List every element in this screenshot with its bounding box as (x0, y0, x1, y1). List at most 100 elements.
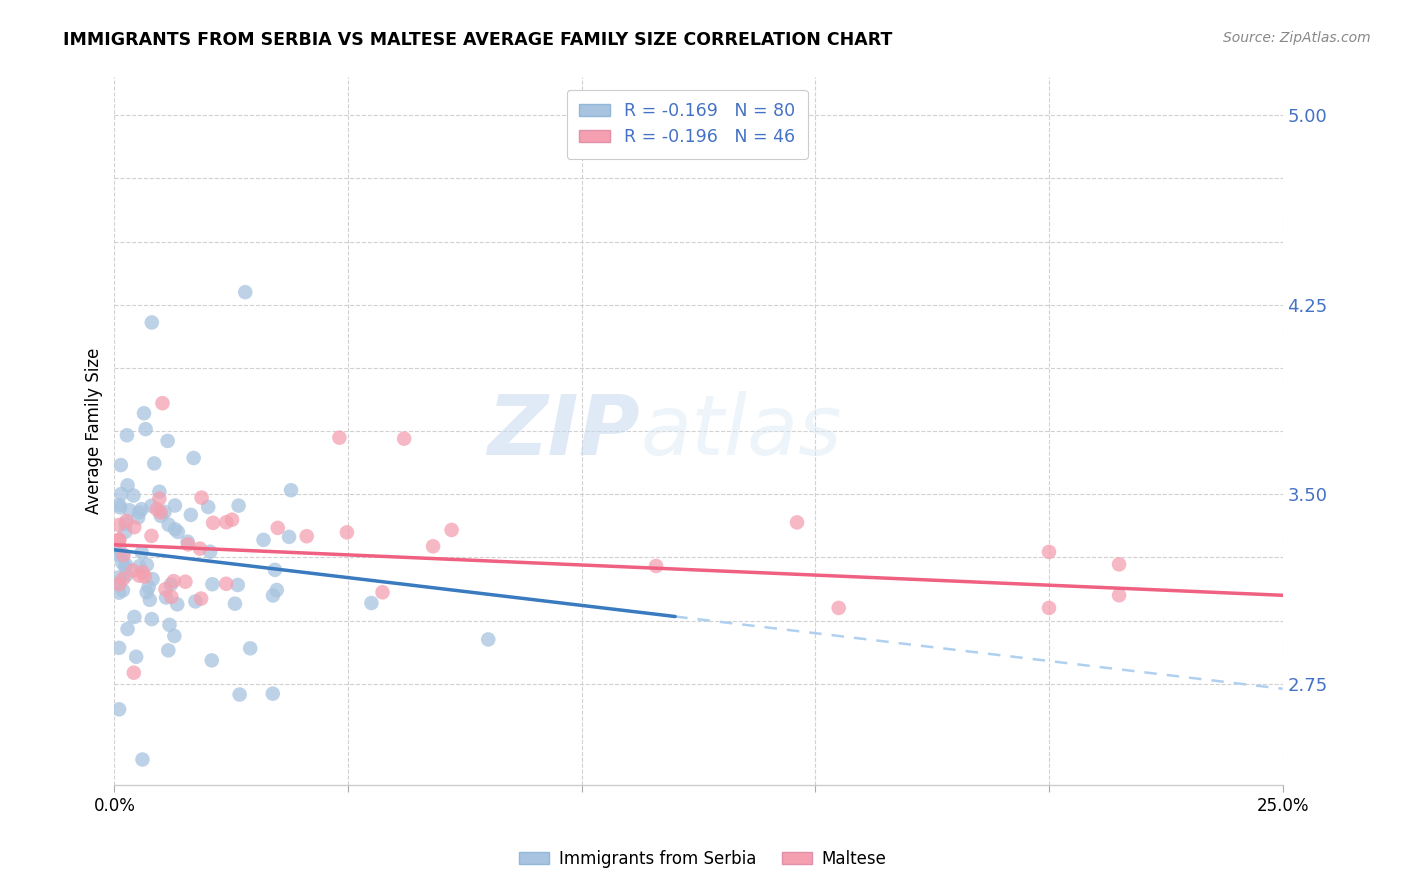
Point (108, 518, 131, 533)
Point (155, 591, 177, 605)
Point (163, 522, 186, 536)
Point (262, 589, 284, 603)
Point (262, 687, 284, 701)
Point (110, 487, 132, 501)
Point (828, 601, 851, 615)
Point (221, 513, 243, 527)
Point (108, 585, 131, 599)
Point (166, 598, 188, 612)
Point (125, 649, 148, 664)
Point (108, 640, 131, 655)
Point (108, 533, 131, 547)
Point (141, 612, 163, 626)
Point (163, 499, 186, 513)
Point (163, 629, 186, 643)
Point (252, 533, 274, 547)
Point (159, 618, 181, 632)
Point (360, 596, 382, 610)
Point (108, 498, 131, 512)
Point (111, 556, 134, 570)
Point (190, 591, 212, 606)
Point (115, 558, 138, 572)
Point (371, 585, 394, 599)
Point (201, 577, 224, 591)
Point (1038, 545, 1060, 559)
Point (188, 541, 211, 556)
Point (108, 702, 131, 716)
Point (156, 434, 179, 448)
Point (157, 517, 180, 532)
Point (266, 582, 288, 597)
Point (135, 422, 157, 436)
Point (645, 559, 668, 574)
Point (115, 428, 138, 442)
Point (138, 580, 160, 594)
Point (131, 752, 153, 766)
Point (392, 432, 415, 446)
Point (149, 508, 172, 523)
Point (160, 577, 183, 591)
Point (131, 502, 153, 516)
Point (163, 574, 186, 588)
Point (132, 406, 155, 420)
Point (114, 559, 136, 574)
Point (110, 458, 132, 472)
Point (267, 521, 290, 535)
Point (215, 515, 238, 529)
Legend: Immigrants from Serbia, Maltese: Immigrants from Serbia, Maltese (513, 844, 893, 875)
Point (148, 491, 170, 506)
Point (131, 545, 153, 559)
Point (128, 559, 150, 574)
Point (786, 516, 808, 530)
Legend: R = -0.169   N = 80, R = -0.196   N = 46: R = -0.169 N = 80, R = -0.196 N = 46 (567, 90, 807, 159)
Point (295, 529, 318, 543)
Point (117, 622, 139, 636)
Point (198, 545, 221, 559)
Point (112, 572, 135, 586)
Point (1108, 558, 1130, 572)
Point (174, 574, 197, 589)
Y-axis label: Average Family Size: Average Family Size (86, 348, 103, 515)
Point (278, 530, 301, 544)
Point (135, 558, 157, 572)
Point (166, 524, 188, 539)
Point (142, 572, 165, 586)
Point (201, 653, 224, 667)
Point (148, 484, 170, 499)
Point (127, 510, 149, 524)
Point (157, 643, 180, 657)
Point (141, 499, 163, 513)
Point (153, 505, 176, 519)
Point (440, 523, 463, 537)
Text: Source: ZipAtlas.com: Source: ZipAtlas.com (1223, 31, 1371, 45)
Point (264, 563, 287, 577)
Point (215, 576, 238, 591)
Point (108, 548, 131, 562)
Point (1038, 601, 1060, 615)
Point (122, 488, 145, 502)
Point (128, 568, 150, 582)
Point (190, 491, 212, 505)
Point (422, 539, 444, 553)
Point (228, 688, 250, 702)
Point (176, 534, 198, 549)
Point (118, 503, 141, 517)
Point (122, 564, 145, 578)
Point (108, 570, 131, 584)
Point (122, 665, 145, 680)
Point (336, 525, 359, 540)
Point (108, 533, 131, 547)
Point (224, 597, 246, 611)
Point (131, 565, 153, 579)
Point (239, 641, 262, 656)
Point (110, 500, 132, 515)
Point (124, 610, 146, 624)
Point (1108, 588, 1130, 602)
Point (108, 576, 131, 591)
Text: atlas: atlas (640, 391, 842, 472)
Point (233, 285, 256, 300)
Point (202, 516, 225, 530)
Point (152, 396, 174, 410)
Point (155, 582, 177, 597)
Point (160, 590, 183, 604)
